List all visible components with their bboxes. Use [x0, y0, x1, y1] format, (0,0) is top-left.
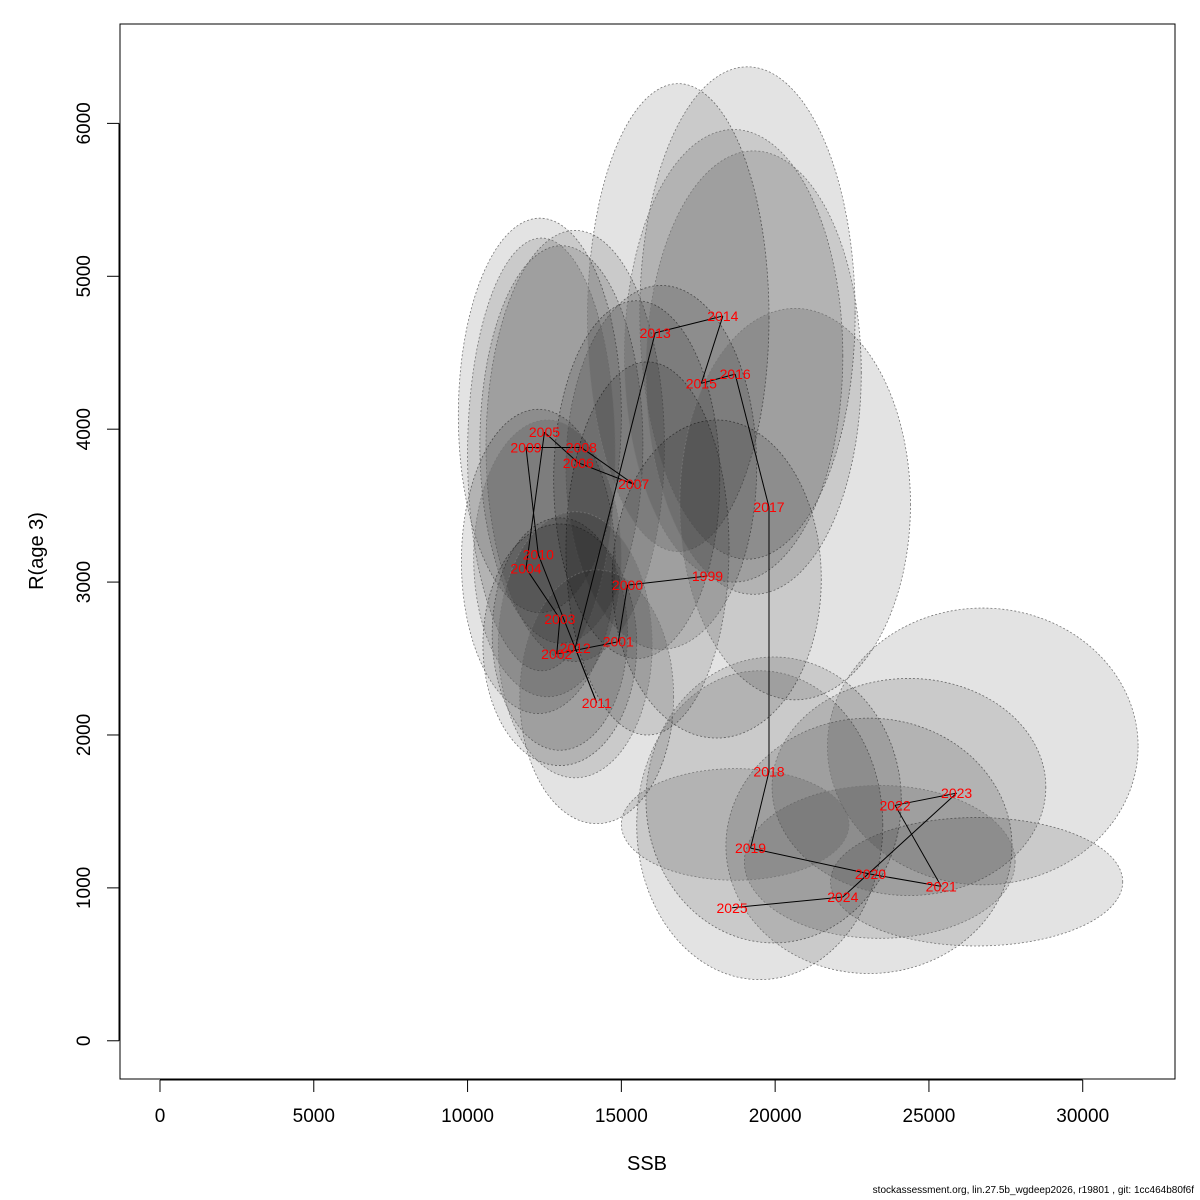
point-label-2011: 2011: [582, 695, 612, 711]
confidence-region-2010: [473, 419, 622, 698]
point-label-2025: 2025: [717, 900, 748, 916]
point-label-2016: 2016: [720, 366, 751, 382]
y-tick-label-4000: 4000: [74, 408, 95, 450]
confidence-region-2007: [565, 285, 758, 650]
point-label-2020: 2020: [855, 866, 886, 882]
point-label-2001: 2001: [603, 634, 634, 650]
confidence-region-2023: [827, 607, 1139, 886]
point-label-2000: 2000: [612, 577, 643, 593]
y-tick-label-5000: 5000: [74, 255, 95, 297]
x-axis-title: SSB: [627, 1153, 667, 1175]
x-tick-label-5000: 5000: [293, 1106, 335, 1127]
trajectory-segment-2019-2020: [750, 847, 871, 875]
confidence-region-2016: [645, 150, 862, 595]
trajectory-segment-2002-2003: [556, 618, 561, 654]
x-tick-label-15000: 15000: [595, 1106, 648, 1127]
plot-frame: [119, 23, 1176, 1080]
point-label-2007: 2007: [618, 476, 649, 492]
point-label-2023: 2023: [941, 785, 972, 801]
point-label-1999: 1999: [692, 568, 723, 584]
point-label-2014: 2014: [707, 308, 738, 324]
y-tick-label-0: 0: [74, 1035, 95, 1046]
y-axis: 0 1000 2000 3000 4000 5000 6000: [74, 102, 120, 1046]
trajectory-segment-2016-2017: [734, 374, 770, 508]
point-label-2002: 2002: [541, 646, 572, 662]
x-axis: 0 5000 10000 15000 20000 25000 30000: [155, 1079, 1109, 1127]
confidence-region-2002: [482, 523, 638, 766]
point-label-2010: 2010: [523, 547, 554, 563]
point-label-2004: 2004: [510, 560, 541, 576]
point-label-2022: 2022: [880, 797, 911, 813]
confidence-region-2013: [587, 83, 770, 552]
confidence-region-2018: [645, 656, 902, 944]
confidence-region-2017: [679, 307, 911, 701]
trajectory-segment-2006-2007: [578, 462, 634, 485]
point-label-2021: 2021: [926, 878, 957, 894]
trajectory-segment-2000-2001: [617, 585, 629, 642]
trajectory-segment-2014-2015: [700, 315, 724, 384]
trajectory-segment-2022-2023: [895, 792, 957, 806]
trajectory-segment-2009-2010: [525, 447, 539, 555]
trajectory-segment-2007-2008: [581, 447, 634, 485]
trajectory-segment-2013-2014: [655, 315, 723, 334]
x-tick-label-20000: 20000: [749, 1106, 802, 1127]
trajectory-path: [525, 315, 957, 909]
confidence-region-2014: [639, 66, 856, 560]
trajectory-segment-2023-2024: [842, 792, 957, 898]
trajectory-segment-2018-2019: [750, 771, 770, 849]
y-tick-label-6000: 6000: [74, 102, 95, 144]
confidence-region-2025: [620, 768, 850, 881]
confidence-regions: [457, 66, 1139, 981]
footer-note: stockassessment.org, lin.27.5b_wgdeep202…: [872, 1185, 1194, 1196]
trajectory-segment-1999-2000: [627, 575, 708, 586]
trajectory-segment-2021-2022: [894, 805, 942, 887]
x-tick-label-30000: 30000: [1056, 1106, 1109, 1127]
point-label-2009: 2009: [510, 440, 541, 456]
point-label-2017: 2017: [753, 499, 784, 515]
trajectory-segment-2024-2025: [732, 896, 843, 909]
x-tick-label-10000: 10000: [441, 1106, 494, 1127]
point-label-2012: 2012: [560, 640, 591, 656]
trajectory-segment-2004-2005: [525, 432, 545, 569]
trajectory-segment-2001-2002: [556, 641, 619, 655]
confidence-region-2008: [485, 230, 665, 662]
y-tick-label-1000: 1000: [74, 867, 95, 909]
confidence-region-2021: [830, 817, 1124, 947]
trajectory-segment-2003-2004: [525, 568, 561, 620]
trajectory-segment-2015-2016: [701, 373, 736, 384]
trajectory-segment-2020-2021: [870, 873, 942, 887]
trajectory-segment-2012-2013: [574, 332, 656, 648]
confidence-region-2012: [497, 511, 653, 779]
trajectory-segment-2011-2012: [574, 647, 598, 704]
point-label-2019: 2019: [735, 840, 766, 856]
point-label-2013: 2013: [640, 325, 671, 341]
confidence-region-2004: [461, 408, 616, 714]
point-label-2006: 2006: [563, 455, 594, 471]
x-tick-label-0: 0: [155, 1106, 166, 1127]
y-tick-label-2000: 2000: [74, 714, 95, 756]
confidence-region-2019: [636, 670, 884, 981]
point-label-2015: 2015: [686, 375, 717, 391]
y-tick-label-3000: 3000: [74, 561, 95, 603]
point-label-2008: 2008: [566, 440, 597, 456]
point-label-2005: 2005: [529, 424, 560, 440]
confidence-region-2015: [624, 129, 844, 583]
x-tick-label-25000: 25000: [903, 1106, 956, 1127]
point-label-2024: 2024: [827, 889, 858, 905]
point-label-2018: 2018: [753, 764, 784, 780]
y-axis-title: R(age 3): [26, 512, 48, 590]
point-label-2003: 2003: [544, 611, 575, 627]
